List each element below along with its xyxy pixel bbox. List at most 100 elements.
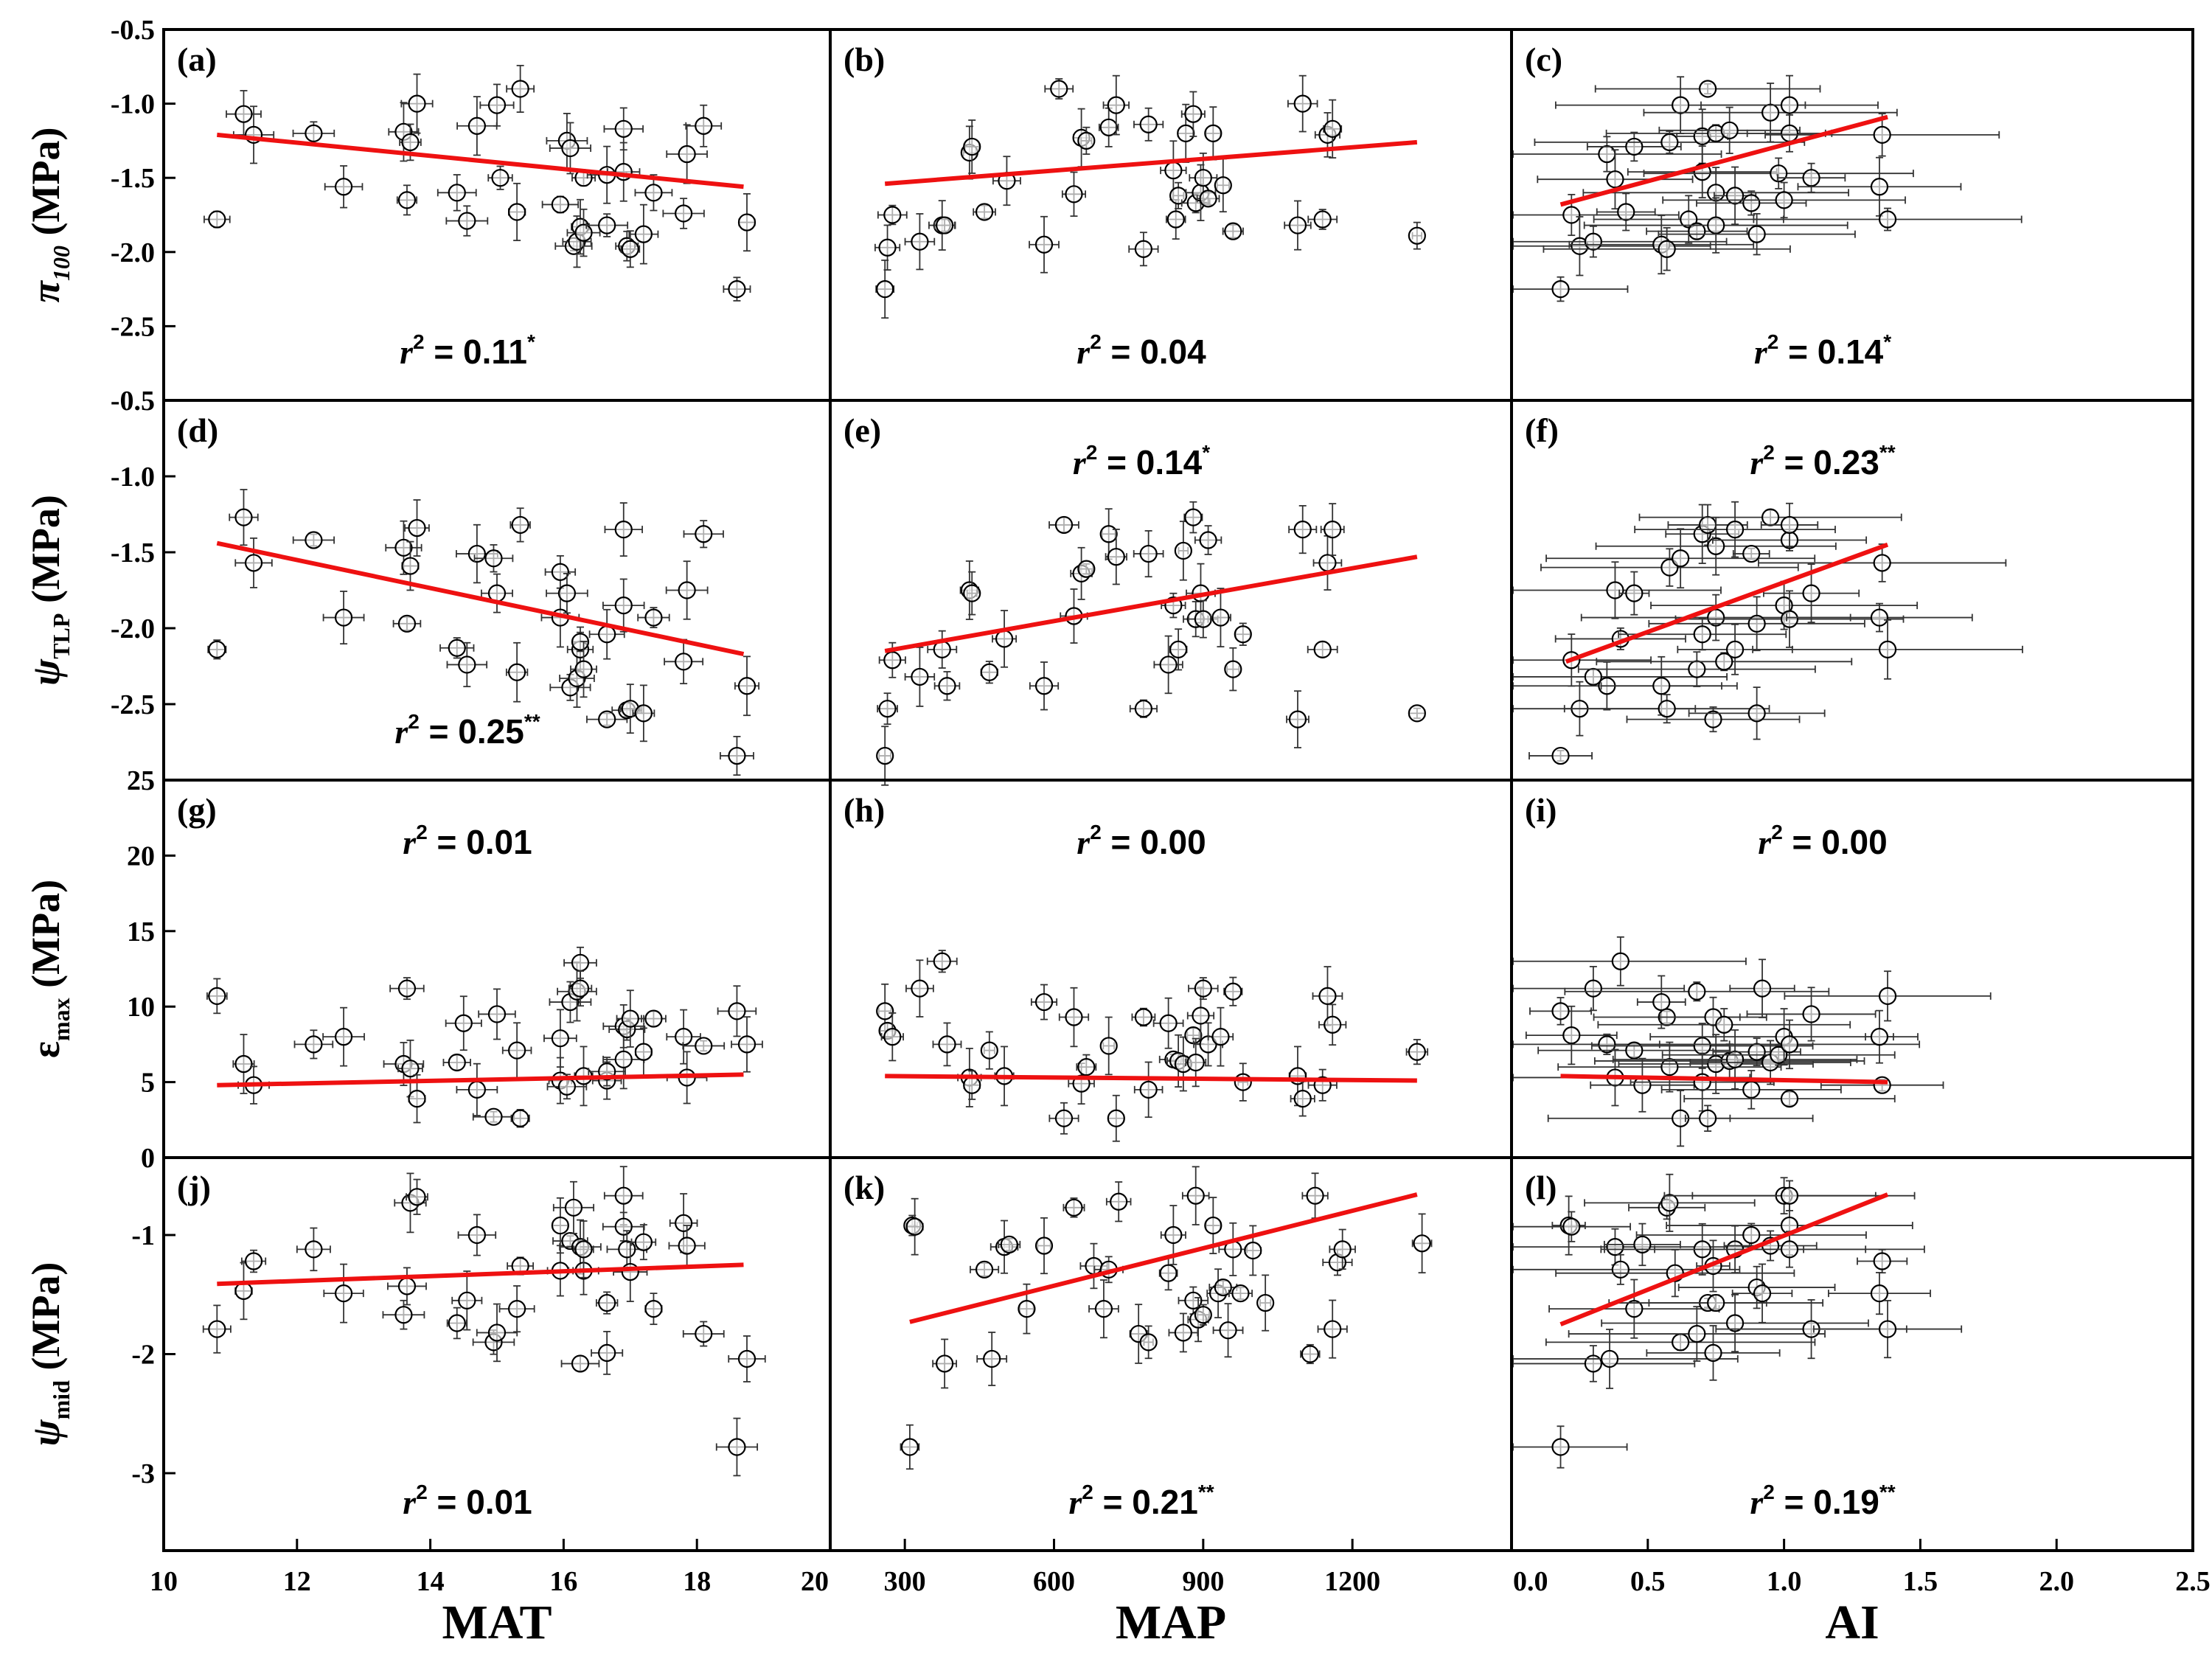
data-point <box>1048 515 1079 535</box>
data-point <box>634 174 673 212</box>
data-point <box>1153 635 1183 695</box>
data-point <box>1512 276 1629 302</box>
point-marker <box>1660 133 1679 152</box>
data-point <box>400 73 434 134</box>
x-axis-label-mat: MAT <box>442 1596 552 1649</box>
point-marker <box>511 515 529 535</box>
point-marker <box>737 677 757 695</box>
point-marker <box>938 677 956 695</box>
point-marker <box>1606 170 1624 189</box>
point-marker <box>878 700 897 718</box>
point-marker <box>1324 1320 1342 1338</box>
data-point <box>385 520 422 575</box>
point-marker <box>1873 1076 1891 1094</box>
point-marker <box>1802 584 1820 602</box>
point-marker <box>1878 640 1897 658</box>
data-point <box>1758 543 2007 582</box>
data-point <box>1058 987 1090 1048</box>
data-point <box>437 174 477 212</box>
point-marker <box>728 1438 746 1456</box>
point-marker <box>1652 992 1671 1012</box>
data-point <box>292 121 335 146</box>
data-point <box>904 213 936 271</box>
point-marker <box>1584 1354 1602 1373</box>
data-point <box>1194 525 1222 555</box>
point-marker <box>305 1240 323 1259</box>
data-point <box>1583 197 1848 254</box>
data-point <box>1288 505 1318 554</box>
point-marker <box>1034 677 1054 695</box>
y-label-symbol: ψ <box>24 1419 68 1446</box>
point-marker <box>1780 1186 1799 1205</box>
data-point <box>1105 1181 1132 1222</box>
point-marker <box>675 653 693 671</box>
data-point <box>1512 225 1728 258</box>
point-marker <box>1134 700 1153 718</box>
data-point <box>296 1227 331 1272</box>
regression-line <box>1565 542 1889 664</box>
point-marker <box>394 1306 413 1324</box>
point-marker <box>644 1009 663 1028</box>
point-marker <box>1199 531 1217 549</box>
point-marker <box>728 1002 746 1020</box>
point-marker <box>551 195 569 214</box>
point-marker <box>621 1009 639 1028</box>
point-marker <box>484 549 503 568</box>
point-marker <box>883 206 902 224</box>
y-label-unit: (MPa) <box>24 128 68 246</box>
point-marker <box>1611 952 1630 970</box>
point-marker <box>678 145 696 164</box>
data-point <box>1658 106 1801 154</box>
data-point <box>382 1299 425 1330</box>
point-marker <box>1211 608 1230 627</box>
data-point <box>406 1178 428 1215</box>
point-marker <box>1658 700 1676 718</box>
point-marker <box>634 1043 653 1061</box>
point-marker <box>695 525 713 543</box>
point-marker <box>675 1214 693 1232</box>
point-marker <box>876 746 894 765</box>
point-marker <box>614 1050 633 1068</box>
point-marker <box>1159 1264 1178 1282</box>
point-marker <box>1870 608 1889 627</box>
point-marker <box>571 953 590 972</box>
panel-l: (l) r2 = 0.19** <box>1510 1156 2194 1552</box>
point-marker <box>1224 982 1242 1001</box>
point-marker <box>1219 1321 1237 1340</box>
point-marker <box>983 1349 1001 1368</box>
point-marker <box>1293 1090 1312 1108</box>
panel-d: (d) r2 = 0.25** <box>162 399 832 782</box>
point-marker <box>1204 124 1222 142</box>
point-marker <box>1099 1037 1118 1055</box>
data-point <box>1405 1039 1429 1065</box>
data-point <box>570 640 597 698</box>
point-marker <box>1408 1043 1426 1061</box>
point-marker <box>334 178 353 196</box>
point-marker <box>1199 189 1217 208</box>
point-marker <box>644 1300 663 1318</box>
data-point <box>1537 149 1694 210</box>
data-point <box>1712 1037 1801 1067</box>
data-point <box>963 571 981 616</box>
point-marker <box>208 1320 226 1338</box>
point-marker <box>1256 1293 1275 1312</box>
r-squared-label: r2 = 0.14* <box>1073 441 1210 481</box>
data-point <box>392 614 422 633</box>
data-point <box>664 639 704 685</box>
y-tick-label: -1.5 <box>111 163 155 194</box>
point-marker <box>1775 191 1793 209</box>
data-point <box>404 499 430 557</box>
y-label-unit: (MPa) <box>24 495 68 613</box>
point-marker <box>1551 1438 1570 1456</box>
point-marker <box>614 520 633 539</box>
data-point <box>546 573 588 614</box>
point-marker <box>1598 1035 1616 1054</box>
data-point <box>1212 1303 1244 1358</box>
point-marker <box>1306 1186 1324 1205</box>
data-point <box>1180 91 1206 137</box>
r-squared-label: r2 = 0.00 <box>1758 821 1887 861</box>
point-marker <box>1054 515 1074 535</box>
point-marker <box>1699 1109 1717 1127</box>
point-marker <box>1699 80 1717 98</box>
data-point <box>1098 107 1119 147</box>
